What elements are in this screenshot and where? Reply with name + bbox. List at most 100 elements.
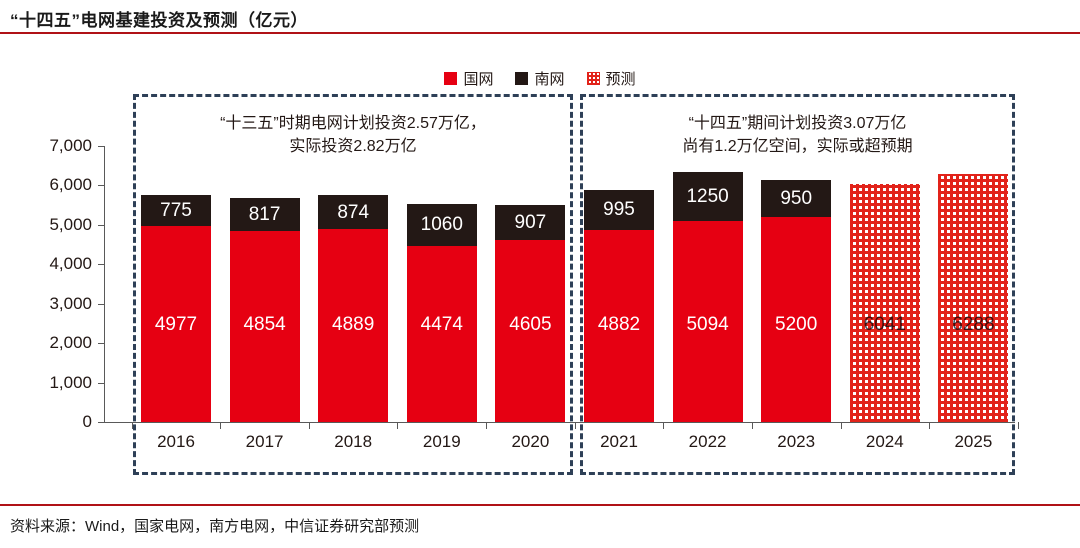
bar-segment-forecast-2024[interactable]: 6041 [849,183,920,422]
bar-value-nanwang-2019: 1060 [420,214,463,236]
bar-group-2022[interactable]: 5094 1250 [672,171,743,422]
x-axis-label-2025: 2025 [954,432,993,451]
annotation-left-line1: “十三五”时期电网计划投资2.57万亿， [220,115,486,132]
x-axis-label-2024: 2024 [865,432,904,451]
page-title: “十四五”电网基建投资及预测（亿元） [10,11,308,30]
title-divider [0,32,1080,34]
bar-value-nanwang-2017: 817 [248,204,281,226]
bar-segment-nanwang-2020[interactable]: 907 [495,204,566,241]
bar-value-guowang-2019: 4474 [420,314,463,335]
y-axis-tick [98,185,105,187]
legend-label-forecast: 预测 [605,71,636,88]
y-axis-tick [98,422,105,423]
bar-segment-guowang-2020[interactable]: 4605 [495,240,566,422]
bar-group-2016[interactable]: 4977 775 [141,195,211,422]
bar-segment-guowang-2017[interactable]: 4854 [229,230,300,422]
bar-segment-nanwang-2016[interactable]: 775 [141,195,211,226]
bar-segment-nanwang-2017[interactable]: 817 [229,198,300,231]
bar-segment-forecast-2025[interactable]: 6288 [938,174,1009,422]
y-axis-line [104,146,105,423]
y-axis-tick [98,224,105,226]
bar-value-guowang-2016: 4977 [154,314,198,335]
bar-value-guowang-2022: 5094 [686,314,729,335]
bar-value-nanwang-2016: 775 [160,199,192,221]
square-black-icon [515,72,529,85]
x-axis-tick [132,422,133,429]
x-axis-tick [397,422,398,429]
y-axis-tick [98,382,105,384]
legend-label-nanwang: 南网 [534,71,565,88]
bar-segment-guowang-2023[interactable]: 5200 [761,216,832,422]
y-axis-tick-label: 3,000 [49,293,92,313]
legend-item-nanwang: 南网 [515,68,565,89]
bar-value-guowang-2017: 4854 [243,314,286,335]
annotation-right-text: “十四五”期间计划投资3.07万亿 尚有1.2万亿空间，实际或超预期 [585,112,1010,158]
bar-segment-guowang-2016[interactable]: 4977 [141,225,211,422]
x-axis-label-2019: 2019 [422,432,461,451]
legend-item-forecast: 预测 [586,68,636,89]
x-axis-tick [309,422,310,429]
bar-group-2021[interactable]: 4882 995 [584,190,654,422]
bar-segment-guowang-2018[interactable]: 4889 [318,229,389,422]
x-axis-tick [1018,422,1019,429]
bar-segment-nanwang-2019[interactable]: 1060 [406,203,477,246]
x-axis-tick [575,422,576,429]
x-axis-label-2021: 2021 [600,432,638,451]
chart-legend: 国网 南网 预测 [0,68,1080,89]
x-axis-tick [663,422,664,429]
y-axis-tick [98,343,105,345]
y-axis-tick-label: 6,000 [49,175,92,195]
y-axis-tick-label: 1,000 [49,372,92,392]
bar-value-guowang-2023: 5200 [775,314,818,335]
y-axis-labels: 7,000 6,000 5,000 4,000 3,000 2,000 1,000 0 [0,0,92,500]
y-axis-tick-label: 7,000 [49,136,92,155]
bar-segment-guowang-2019[interactable]: 4474 [406,245,477,422]
bar-value-guowang-2020: 4605 [509,314,552,335]
square-red-icon [444,72,458,85]
x-axis-tick [841,422,842,429]
x-axis-label-2016: 2016 [157,432,195,451]
bar-value-nanwang-2023: 950 [780,187,813,209]
bar-value-guowang-2018: 4889 [332,314,375,335]
bar-value-forecast-2024: 6041 [863,314,906,335]
x-axis-line [104,422,1015,423]
y-axis-tick [98,303,105,305]
bar-value-nanwang-2020: 907 [514,212,547,234]
bar-value-nanwang-2018: 874 [337,201,370,223]
bar-group-2018[interactable]: 4889 874 [318,194,389,422]
y-axis-tick [98,146,105,147]
bar-value-guowang-2021: 4882 [597,314,641,335]
x-axis-tick [752,422,753,429]
bar-value-forecast-2025: 6288 [952,314,995,335]
legend-label-guowang: 国网 [463,71,494,88]
y-axis-tick-label: 4,000 [49,254,92,274]
bar-group-2023[interactable]: 5200 950 [761,179,832,422]
bar-segment-nanwang-2018[interactable]: 874 [318,194,389,230]
annotation-right-line1: “十四五”期间计划投资3.07万亿 [688,115,907,132]
y-axis-tick-label: 0 [82,412,92,431]
y-axis-tick-label: 2,000 [49,333,92,353]
annotation-left-text: “十三五”时期电网计划投资2.57万亿， 实际投资2.82万亿 [140,112,566,158]
bar-segment-guowang-2022[interactable]: 5094 [672,221,743,422]
bar-segment-nanwang-2023[interactable]: 950 [761,179,832,217]
footer-divider [0,504,1080,506]
bar-group-2017[interactable]: 4854 817 [229,198,300,422]
bar-segment-guowang-2021[interactable]: 4882 [584,229,654,422]
bar-segment-nanwang-2022[interactable]: 1250 [672,171,743,222]
plot-area: 7,000 6,000 5,000 4,000 3,000 2,000 1,000 0 497… [0,0,1019,500]
x-axis-tick [486,422,487,429]
y-axis-tick-label: 5,000 [49,214,92,234]
bar-segment-nanwang-2021[interactable]: 995 [584,190,654,230]
x-axis-label-2023: 2023 [777,432,816,451]
x-axis-tick [220,422,221,429]
x-axis-label-2018: 2018 [334,432,373,451]
bar-group-2019[interactable]: 4474 1060 [406,203,477,422]
x-axis-label-2017: 2017 [245,432,284,451]
bar-group-2024[interactable]: 6041 [849,183,920,422]
bar-group-2020[interactable]: 4605 907 [495,204,566,422]
bar-group-2025[interactable]: 6288 [938,174,1009,422]
x-axis-tick [929,422,930,429]
source-note: 资料来源：Wind，国家电网，南方电网，中信证券研究部预测 [10,518,420,535]
bar-value-nanwang-2022: 1250 [686,186,729,208]
annotation-right-line2: 尚有1.2万亿空间，实际或超预期 [682,138,913,156]
